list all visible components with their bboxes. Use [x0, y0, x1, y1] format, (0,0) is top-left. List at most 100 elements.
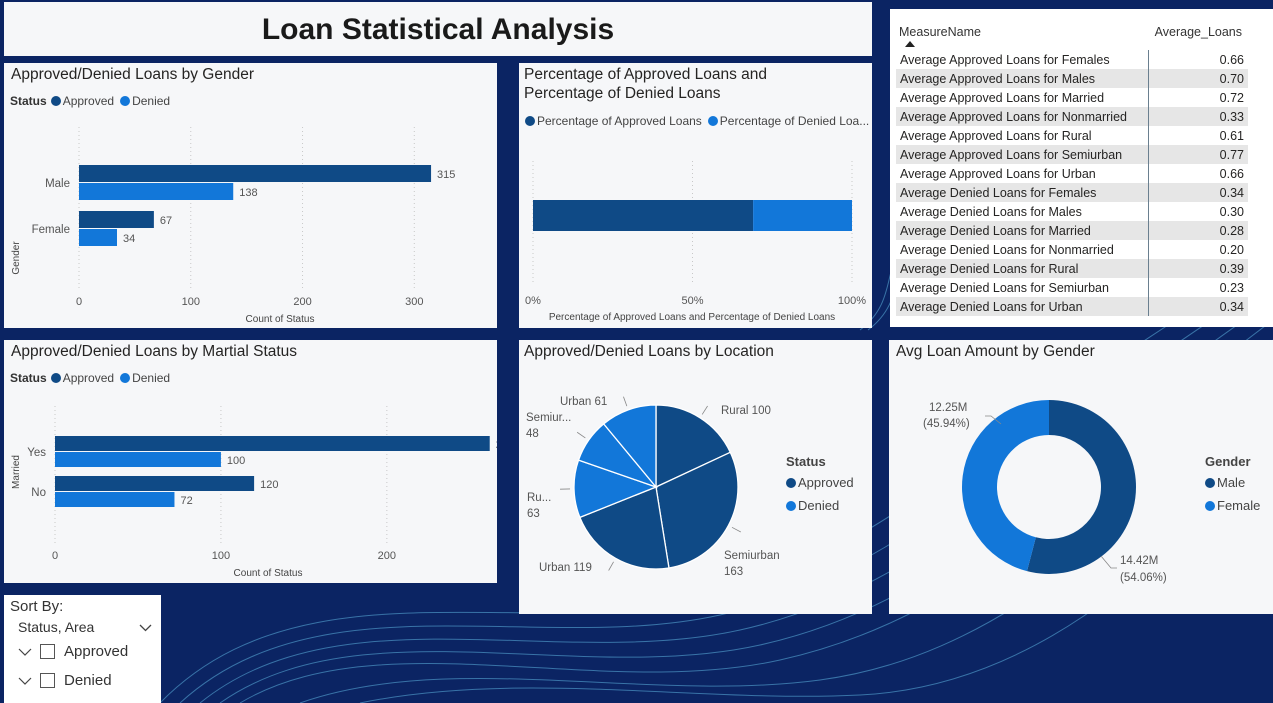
marital-chart-panel[interactable]: Approved/Denied Loans by Martial Status …: [4, 340, 497, 583]
dashboard-title: Loan Statistical Analysis: [261, 13, 615, 46]
x-tick-label: 200: [293, 296, 311, 308]
bar-approved[interactable]: [79, 211, 154, 228]
slicer-dropdown[interactable]: Status, Area: [18, 619, 152, 635]
location-chart-panel[interactable]: Approved/Denied Loans by Location Rural …: [519, 340, 872, 614]
location-pie-chart[interactable]: Rural 100 Semiurban 163 Urban 119 Ru... 63 Sem…: [519, 340, 872, 614]
bar-denied[interactable]: [55, 452, 221, 467]
bar-denied[interactable]: [79, 229, 117, 246]
slicer-option-denied[interactable]: Denied: [18, 672, 112, 689]
column-header-average[interactable]: Average_Loans: [1154, 25, 1242, 39]
bar-denied[interactable]: [55, 492, 175, 507]
marital-chart-title: Approved/Denied Loans by Martial Status: [11, 343, 298, 360]
legend-item-denied[interactable]: Denied: [120, 371, 170, 385]
bar-denied[interactable]: [79, 183, 234, 200]
legend-item-denied[interactable]: Denied: [120, 94, 170, 108]
percentage-chart-title-line2: Percentage of Denied Loans: [524, 85, 721, 102]
x-tick-label: 300: [405, 296, 423, 308]
marital-bar-chart[interactable]: Married Count of Status 0 100 200 Yes 262 100…: [4, 340, 497, 583]
data-label-male-amount: 14.42M: [1120, 555, 1158, 567]
y-axis-title: Married: [11, 455, 22, 489]
table-row[interactable]: Average Approved Loans for Semiurban 0.77: [896, 145, 1248, 164]
bar-approved[interactable]: [55, 476, 255, 491]
data-label: 34: [123, 233, 135, 245]
data-label: Urban 119: [539, 562, 592, 574]
location-chart-title: Approved/Denied Loans by Location: [524, 343, 774, 360]
average-value-cell: 0.72: [1147, 88, 1248, 107]
measure-name-cell: Average Denied Loans for Semiurban: [900, 280, 1109, 295]
average-value-cell: 0.33: [1147, 107, 1248, 126]
legend-item-male[interactable]: Male: [1205, 475, 1260, 490]
data-label: 48: [526, 428, 539, 440]
measure-table-panel[interactable]: MeasureName Average_Loans Average Approv…: [890, 9, 1273, 327]
bar-approved[interactable]: [55, 436, 490, 451]
table-row[interactable]: Average Approved Loans for Married 0.72: [896, 88, 1248, 107]
table-row[interactable]: Average Approved Loans for Rural 0.61: [896, 126, 1248, 145]
sort-slicer-panel[interactable]: Sort By: Status, Area Approved Denied: [4, 595, 161, 703]
stacked-bar-segment[interactable]: [533, 200, 754, 231]
percentage-chart-title-line1: Percentage of Approved Loans and: [524, 66, 768, 83]
table-row[interactable]: Average Denied Loans for Urban 0.34: [896, 297, 1248, 316]
table-row[interactable]: Average Approved Loans for Nonmarried 0.3…: [896, 107, 1248, 126]
data-label: 262: [496, 439, 497, 451]
table-row[interactable]: Average Denied Loans for Married 0.28: [896, 221, 1248, 240]
gender-chart-panel[interactable]: Approved/Denied Loans by Gender Status A…: [4, 63, 497, 328]
slicer-selected-value: Status, Area: [18, 619, 95, 635]
gender-chart-legend: Status Approved Denied: [10, 94, 176, 108]
table-row[interactable]: Average Denied Loans for Nonmarried 0.20: [896, 240, 1248, 259]
amount-donut-chart[interactable]: 14.42M (54.06%) 12.25M (45.94%): [889, 340, 1273, 614]
x-tick-label: 100: [182, 296, 200, 308]
slicer-option-approved[interactable]: Approved: [18, 643, 128, 660]
average-value-cell: 0.61: [1147, 126, 1248, 145]
bar-approved[interactable]: [79, 165, 432, 182]
x-tick-label: 100%: [838, 295, 866, 307]
legend-item-approved[interactable]: Approved: [786, 475, 854, 490]
table-row[interactable]: Average Approved Loans for Urban 0.66: [896, 164, 1248, 183]
donut-slice-male[interactable]: [1027, 400, 1136, 574]
expand-chevron-icon[interactable]: [18, 674, 32, 688]
percentage-chart-panel[interactable]: Percentage of Approved Loans and Percent…: [519, 63, 872, 328]
slicer-title: Sort By:: [10, 598, 64, 615]
pie-slice-rural-approved[interactable]: [655, 404, 732, 489]
column-header-measure[interactable]: MeasureName: [896, 16, 1148, 50]
legend-item-denied-pct[interactable]: Percentage of Denied Loa...: [707, 114, 869, 128]
legend-item-approved[interactable]: Approved: [50, 94, 114, 108]
pie-slice-urban-approved[interactable]: [579, 486, 670, 570]
x-tick-label: 200: [378, 550, 396, 562]
x-tick-label: 0: [52, 550, 58, 562]
leader-line: [623, 396, 628, 407]
checkbox-approved[interactable]: [40, 644, 55, 659]
table-row[interactable]: Average Approved Loans for Males 0.70: [896, 69, 1248, 88]
data-label: Rural 100: [721, 405, 771, 417]
x-axis-title: Count of Status: [234, 568, 303, 579]
table-row[interactable]: Average Denied Loans for Rural 0.39: [896, 259, 1248, 278]
data-label: 100: [227, 455, 245, 467]
percentage-chart-legend: Percentage of Approved Loans Percentage …: [525, 114, 872, 128]
gender-bar-chart[interactable]: Gender Count of Status 0 100 200 300 Male 315…: [4, 63, 497, 328]
table-row[interactable]: Average Denied Loans for Females 0.34: [896, 183, 1248, 202]
x-tick-label: 0%: [525, 295, 541, 307]
donut-slice-female[interactable]: [962, 400, 1049, 572]
measure-name-cell: Average Approved Loans for Married: [900, 90, 1105, 105]
table-row[interactable]: Average Denied Loans for Males 0.30: [896, 202, 1248, 221]
legend-item-denied[interactable]: Denied: [786, 498, 854, 513]
data-label: 72: [180, 495, 192, 507]
checkbox-denied[interactable]: [40, 673, 55, 688]
measure-name-cell: Average Approved Loans for Females: [900, 52, 1110, 67]
pie-slice-semiurban-approved[interactable]: [655, 451, 739, 569]
legend-item-approved-pct[interactable]: Percentage of Approved Loans: [525, 114, 702, 128]
expand-chevron-icon[interactable]: [18, 645, 32, 659]
legend-item-female[interactable]: Female: [1205, 498, 1260, 513]
data-label-female-pct: (45.94%): [923, 418, 970, 430]
leader-line: [608, 561, 614, 571]
sort-ascending-icon: [905, 41, 915, 47]
table-row[interactable]: Average Approved Loans for Females 0.66: [896, 50, 1248, 69]
percentage-stacked-bar-chart[interactable]: Percentage of Approved Loans and Percent…: [519, 63, 872, 328]
legend-item-approved[interactable]: Approved: [50, 371, 114, 385]
x-axis-title: Percentage of Approved Loans and Percent…: [549, 312, 835, 323]
stacked-bar-segment[interactable]: [753, 200, 852, 231]
leader-line: [701, 405, 708, 415]
pie-slice-urban-denied[interactable]: [602, 404, 657, 489]
table-row[interactable]: Average Denied Loans for Semiurban 0.23: [896, 278, 1248, 297]
y-category-label: Male: [45, 178, 70, 190]
amount-chart-panel[interactable]: Avg Loan Amount by Gender 14.42M (54.06%)…: [889, 340, 1273, 614]
